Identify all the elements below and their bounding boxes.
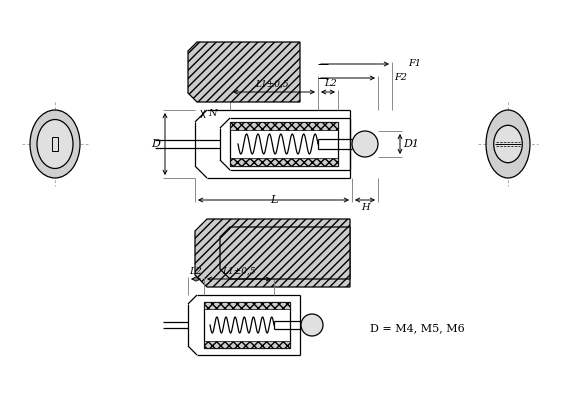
- Polygon shape: [195, 219, 350, 287]
- Text: F1: F1: [408, 60, 421, 69]
- Bar: [230, 158, 338, 166]
- Ellipse shape: [486, 110, 530, 178]
- Bar: [204, 302, 290, 309]
- Polygon shape: [188, 42, 300, 102]
- Text: L2: L2: [190, 266, 203, 276]
- Text: L2: L2: [325, 79, 338, 89]
- Bar: [204, 302, 290, 348]
- Bar: [52, 137, 58, 151]
- Text: N: N: [208, 110, 217, 118]
- Bar: [230, 122, 338, 130]
- Circle shape: [301, 314, 323, 336]
- Circle shape: [352, 131, 378, 157]
- Text: L1±0,5: L1±0,5: [255, 79, 289, 89]
- Text: L: L: [270, 195, 277, 205]
- Text: D1: D1: [403, 139, 419, 149]
- Bar: [230, 122, 338, 166]
- Text: H: H: [361, 202, 369, 212]
- Text: L1±0,5: L1±0,5: [222, 266, 256, 276]
- Ellipse shape: [30, 110, 80, 178]
- Ellipse shape: [494, 125, 522, 163]
- Text: D: D: [151, 139, 161, 149]
- Text: D = M4, M5, M6: D = M4, M5, M6: [370, 323, 465, 333]
- Bar: [204, 341, 290, 348]
- Ellipse shape: [37, 119, 73, 168]
- Polygon shape: [220, 227, 350, 279]
- Text: F2: F2: [394, 73, 407, 83]
